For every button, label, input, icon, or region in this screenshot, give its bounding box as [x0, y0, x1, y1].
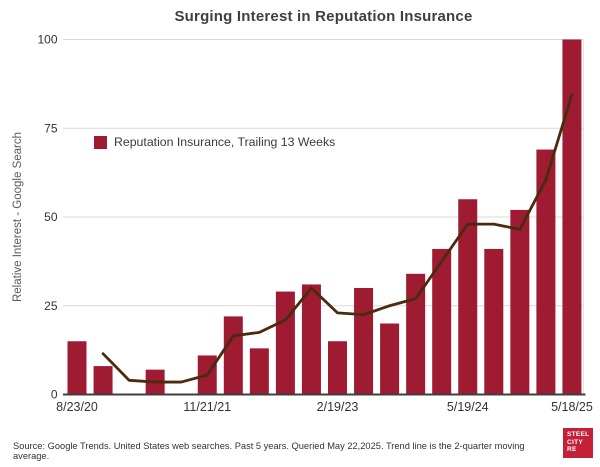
x-tick-label: 2/19/23	[317, 400, 359, 414]
x-tick-label: 5/19/24	[447, 400, 489, 414]
bar	[380, 323, 400, 395]
y-tick-label: 100	[37, 33, 57, 47]
bar	[67, 341, 87, 395]
bar	[562, 39, 582, 395]
x-tick-label: 11/21/21	[183, 400, 231, 414]
x-tick-label: 8/23/20	[56, 400, 98, 414]
chart-title: Surging Interest in Reputation Insurance	[174, 8, 473, 25]
bar	[536, 149, 556, 395]
bar	[458, 199, 478, 395]
steel-city-re-logo: STEEL CITY RE	[563, 428, 593, 458]
y-tick-label: 0	[51, 388, 58, 402]
bar	[275, 291, 295, 395]
logo-line-3: RE	[567, 446, 577, 453]
bar	[354, 288, 374, 395]
y-tick-label: 25	[44, 299, 58, 313]
bar	[301, 284, 321, 395]
x-tick-label: 5/18/25	[551, 400, 593, 414]
bar	[406, 273, 426, 395]
legend: Reputation Insurance, Trailing 13 Weeks	[94, 135, 335, 149]
bar	[328, 341, 347, 395]
bar	[484, 248, 504, 395]
legend-swatch	[94, 135, 107, 149]
logo-line-1: STEEL	[567, 431, 590, 438]
bar	[432, 248, 452, 395]
y-tick-label: 75	[44, 121, 58, 135]
y-tick-label: 50	[44, 210, 58, 224]
bar	[93, 366, 113, 395]
bar	[223, 316, 243, 395]
bar	[249, 348, 269, 395]
bar	[510, 209, 530, 395]
trend-line	[101, 93, 574, 384]
source-note: Source: Google Trends. United States web…	[13, 441, 525, 461]
logo-line-2: CITY	[567, 438, 584, 446]
legend-label: Reputation Insurance, Trailing 13 Weeks	[114, 135, 336, 149]
